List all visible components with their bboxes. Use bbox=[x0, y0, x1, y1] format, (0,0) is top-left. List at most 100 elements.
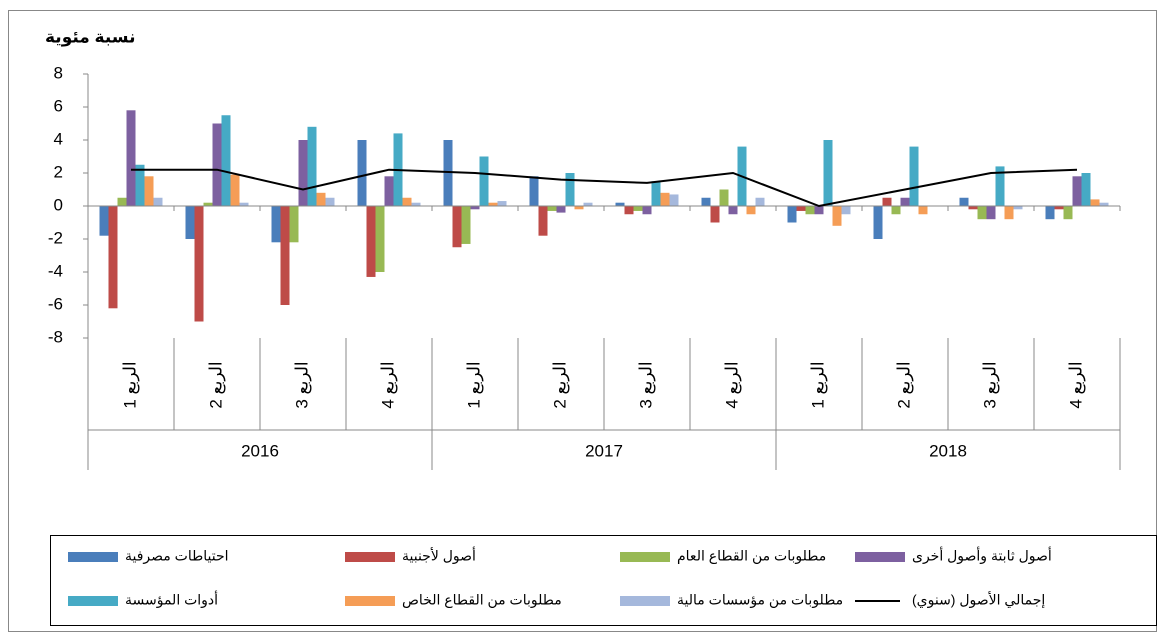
bar bbox=[1013, 206, 1023, 210]
y-tick-label: -8 bbox=[48, 327, 63, 346]
legend-swatch bbox=[345, 552, 395, 562]
y-tick-label: 0 bbox=[54, 195, 63, 214]
bar bbox=[185, 206, 195, 239]
bar bbox=[728, 206, 738, 215]
bar bbox=[452, 206, 462, 248]
bar bbox=[117, 197, 127, 206]
legend-swatch bbox=[620, 552, 670, 562]
bar bbox=[615, 202, 625, 206]
legend-label: أصول لأجنبية bbox=[402, 547, 476, 565]
bar bbox=[823, 140, 833, 206]
bar bbox=[289, 206, 299, 243]
x-tick-label: الربع 4 bbox=[722, 361, 742, 408]
bar bbox=[995, 166, 1005, 206]
bar bbox=[719, 189, 729, 206]
bar bbox=[755, 197, 765, 206]
bar bbox=[280, 206, 290, 305]
bar bbox=[968, 206, 978, 210]
bar bbox=[443, 140, 453, 206]
bar bbox=[1063, 206, 1073, 220]
bar bbox=[710, 206, 720, 223]
bar bbox=[832, 206, 842, 226]
legend-swatch bbox=[620, 596, 670, 606]
y-tick-label: -2 bbox=[48, 228, 63, 247]
x-tick-label: الربع 1 bbox=[464, 361, 484, 408]
bar bbox=[529, 176, 539, 206]
legend-swatch bbox=[68, 596, 118, 606]
legend-label: أصول ثابتة وأصول أخرى bbox=[912, 547, 1052, 565]
bar bbox=[271, 206, 281, 243]
bar bbox=[805, 206, 815, 215]
total-line bbox=[131, 168, 1078, 208]
x-tick-label: الربع 2 bbox=[206, 361, 226, 408]
bar bbox=[325, 197, 335, 206]
x-tick-label: الربع 3 bbox=[980, 361, 1000, 408]
bar bbox=[574, 206, 584, 210]
bar bbox=[1090, 199, 1100, 206]
bar bbox=[796, 206, 806, 211]
bar bbox=[873, 206, 883, 239]
y-tick-label: 4 bbox=[54, 129, 63, 148]
legend-label: مطلوبات من مؤسسات مالية bbox=[677, 592, 843, 609]
bar bbox=[194, 206, 204, 322]
chart-title: نسبة مئوية bbox=[45, 27, 135, 47]
bar bbox=[891, 206, 901, 215]
x-tick-label: الربع 3 bbox=[292, 361, 312, 408]
bar bbox=[1045, 206, 1055, 220]
y-tick-label: -6 bbox=[48, 294, 63, 313]
bar bbox=[384, 176, 394, 206]
bar bbox=[239, 202, 249, 206]
bar bbox=[357, 140, 367, 206]
bar bbox=[479, 156, 489, 206]
y-tick-label: 6 bbox=[54, 96, 63, 115]
bar bbox=[1081, 173, 1091, 206]
bar bbox=[787, 206, 797, 223]
legend-box bbox=[50, 535, 1157, 626]
bar bbox=[986, 206, 996, 220]
bar bbox=[298, 140, 308, 206]
bar bbox=[99, 206, 109, 236]
bar bbox=[212, 123, 222, 206]
year-label: 2018 bbox=[929, 441, 967, 460]
bar bbox=[203, 202, 213, 206]
bar bbox=[411, 202, 421, 206]
bar bbox=[402, 197, 412, 206]
bar bbox=[497, 201, 507, 206]
legend-label: احتياطات مصرفية bbox=[125, 548, 229, 565]
legend-label: إجمالي الأصول (سنوي) bbox=[912, 591, 1045, 609]
x-tick-label: الربع 4 bbox=[378, 361, 398, 408]
bar bbox=[461, 206, 471, 244]
bar bbox=[583, 202, 593, 206]
chart-border bbox=[8, 10, 1157, 632]
bar bbox=[841, 206, 851, 215]
legend-swatch bbox=[345, 596, 395, 606]
bar bbox=[316, 192, 326, 206]
bar bbox=[1072, 176, 1082, 206]
bar bbox=[1099, 202, 1109, 206]
bar bbox=[126, 110, 136, 206]
bar bbox=[488, 202, 498, 206]
bar bbox=[307, 126, 317, 206]
legend-swatch bbox=[855, 552, 905, 562]
bar bbox=[882, 197, 892, 206]
bar bbox=[624, 206, 634, 215]
bar bbox=[746, 206, 756, 215]
bar bbox=[959, 197, 969, 206]
bar bbox=[642, 206, 652, 215]
legend-label: مطلوبات من القطاع الخاص bbox=[402, 592, 562, 609]
bar bbox=[375, 206, 385, 272]
bar bbox=[144, 176, 154, 206]
x-tick-label: الربع 1 bbox=[120, 361, 140, 408]
bar bbox=[909, 146, 919, 206]
bar bbox=[538, 206, 548, 236]
bar bbox=[1004, 206, 1014, 220]
x-tick-label: الربع 2 bbox=[894, 361, 914, 408]
bar bbox=[669, 194, 679, 206]
bar bbox=[366, 206, 376, 277]
bar bbox=[977, 206, 987, 220]
bar bbox=[918, 206, 928, 215]
year-label: 2016 bbox=[241, 441, 279, 460]
bar bbox=[470, 206, 480, 210]
x-tick-label: الربع 1 bbox=[808, 361, 828, 408]
